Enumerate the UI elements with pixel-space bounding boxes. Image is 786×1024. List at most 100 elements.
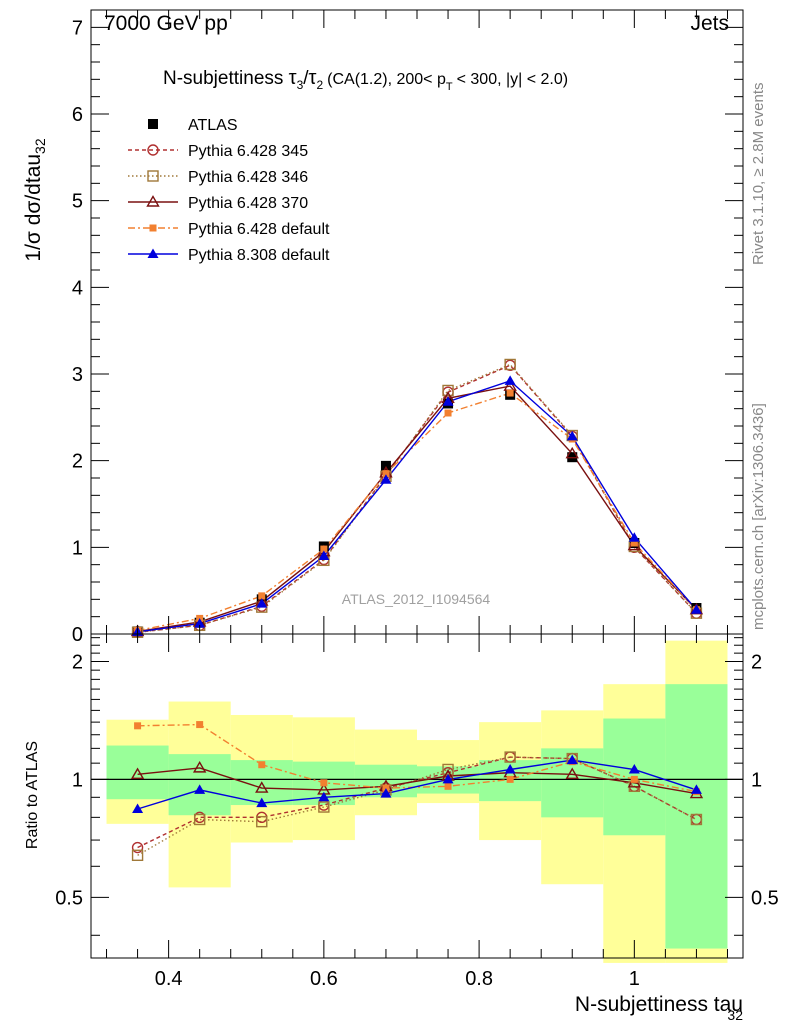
ratio-point-p6def [630,775,638,783]
ratio-point-p370 [565,767,579,780]
ratio-point-p6def [444,782,452,790]
ratio-line-p8def [137,759,697,810]
ratio-point-p346 [318,801,330,813]
main-panel: 0 1 2 3 4 5 6 7 [72,9,744,646]
mcplots-label: mcplots.cern.ch [arXiv:1306.3436] [750,403,767,630]
data-point-p8def [690,604,702,614]
ratio-point-p6def [134,722,142,730]
ratio-point-p346 [193,813,206,826]
ratio-y-tick-label: 0.5 [55,887,83,909]
uncertainty-band-inner [665,684,728,949]
data-point-p6def [506,389,514,397]
y-tick-label: 6 [72,104,83,126]
legend-marker-p346 [147,170,159,182]
legend-label-atlas: ATLAS [188,117,238,134]
data-point-p8def [380,474,392,484]
process-label: Jets [690,12,729,35]
data-point-atlas [380,460,391,471]
ratio-point-p346 [131,849,144,862]
legend: ATLAS Pythia 6.428 345 Pythia 6.428 346 Pyt… [128,117,330,264]
x-tick-label: 0.6 [310,968,338,990]
series-line-p346 [137,363,697,633]
y-tick-label: 0 [72,624,83,646]
ratio-point-p346 [690,813,703,826]
ratio-y-tick-label: 1 [72,769,83,791]
x-tick-label: 0.8 [465,968,493,990]
ratio-line-p370 [137,767,697,795]
data-point-p6def [258,592,266,600]
ratio-point-p8def [256,797,268,808]
ratio-panel: 0.5 0.5 1 1 2 2 0.4 0.6 0.8 1 [55,633,779,990]
y-tick-label: 7 [72,17,83,39]
ratio-point-p6def [506,775,514,783]
ratio-point-p8def [194,784,206,794]
legend-label-p345: Pythia 6.428 345 [188,143,308,160]
ratio-point-p370 [192,760,207,773]
series-line-p370 [137,385,697,633]
legend-label-p370: Pythia 6.428 370 [188,195,308,212]
ratio-y-tick-label-right: 1 [751,769,762,791]
ratio-point-p8def [690,784,702,794]
ratio-point-p8def [132,803,144,814]
ratio-y-tick-label-right: 0.5 [751,887,779,909]
legend-marker-p8def [147,248,159,258]
data-point-p8def [194,618,206,628]
ratio-y-tick-label: 2 [72,651,83,673]
ratio-point-p345 [131,841,144,854]
legend-label-p8def: Pythia 8.308 default [188,247,330,264]
data-point-p6def [444,409,452,417]
x-tick-label: 0.4 [155,968,183,990]
ratio-point-p370 [130,767,145,780]
legend-marker-p345 [147,144,159,156]
data-point-p8def [628,532,640,542]
ratio-line-p6def [137,723,697,793]
data-point-p8def [504,375,516,385]
rivet-label: Rivet 3.1.10, ≥ 2.8M events [750,83,767,266]
y-tick-label: 5 [72,191,83,213]
data-point-p346 [442,384,454,397]
y-tick-label: 4 [72,277,83,299]
y-tick-label: 2 [72,451,83,473]
series-line-p8def [137,380,697,633]
data-point-p6def [382,470,390,478]
legend-marker-p370 [146,195,160,207]
data-point-p370 [565,446,579,459]
ratio-point-p8def [380,788,392,798]
ratio-point-p370 [255,781,269,793]
data-point-p6def [630,539,638,547]
legend-marker-atlas [148,119,158,129]
ratio-point-p8def [504,763,516,774]
y-tick-label: 3 [72,364,83,386]
plot-title: N-subjettiness τ3/τ2 (CA(1.2), 200< pT < 3… [163,67,568,93]
legend-marker-p6def [149,224,157,232]
y-axis-label: 1/σ dσ/dtau32 [22,138,48,261]
data-point-p6def [320,545,328,553]
ratio-point-p346 [504,751,516,763]
data-point-p8def [442,396,454,406]
data-point-p8def [256,598,268,608]
legend-label-p346: Pythia 6.428 346 [188,169,308,186]
series-line-p6def [137,392,697,632]
x-axis-label-subscript: 32 [727,1007,743,1023]
ratio-line-p345 [137,756,697,849]
legend-label-p6def: Pythia 6.428 default [188,221,330,238]
y-tick-label: 1 [72,537,83,559]
ratio-point-p8def [628,763,640,774]
ratio-point-p8def [318,791,330,802]
ratio-point-p6def [196,721,204,729]
ratio-point-p8def [442,773,454,784]
ratio-point-p6def [258,761,266,769]
ratio-point-p8def [566,754,578,765]
data-point-p8def [318,550,330,560]
data-point-p346 [504,358,516,371]
ratio-point-p6def [320,779,328,787]
main-frame [90,9,744,635]
x-tick-label: 1 [629,968,640,990]
analysis-watermark: ATLAS_2012_I1094564 [342,591,491,607]
ratio-point-p346 [256,815,268,828]
beam-label: 7000 GeV pp [104,12,228,35]
ratio-y-tick-label-right: 2 [751,651,762,673]
ratio-y-axis-label: Ratio to ATLAS [24,741,41,849]
data-point-p8def [566,430,578,441]
